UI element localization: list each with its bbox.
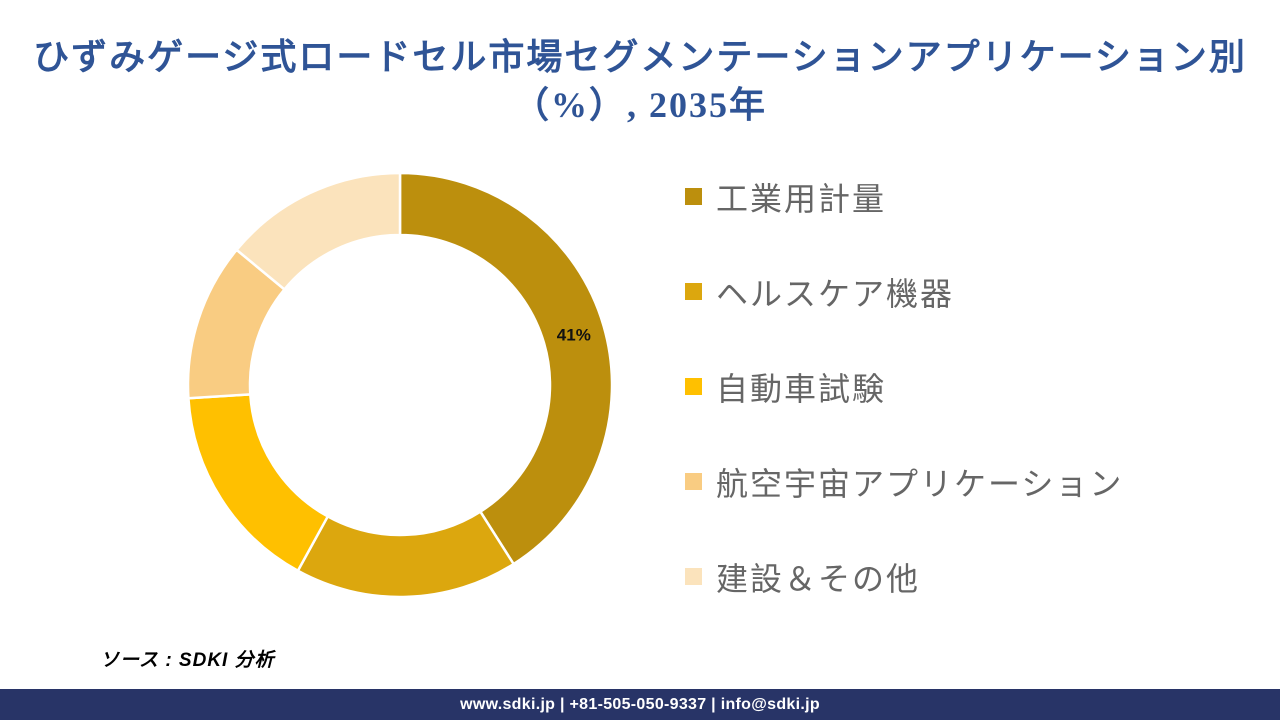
legend-item-2: ヘルスケア機器 bbox=[685, 244, 1245, 339]
legend-item-4: 航空宇宙アプリケーション bbox=[685, 434, 1245, 529]
legend-item-5: 建設＆その他 bbox=[685, 529, 1245, 624]
donut-data-label: 41% bbox=[557, 325, 591, 344]
chart-title-line1: ひずみゲージ式ロードセル市場セグメンテーションアプリケーション別 bbox=[33, 37, 1247, 77]
legend-item-1: 工業用計量 bbox=[685, 149, 1245, 244]
legend-label: 工業用計量 bbox=[716, 180, 887, 217]
footer-contact-text: www.sdki.jp | +81-505-050-9337 | info@sd… bbox=[460, 695, 820, 713]
legend-item-3: 自動車試験 bbox=[685, 339, 1245, 434]
donut-chart: 41% bbox=[186, 171, 614, 599]
donut-segment-1 bbox=[398, 171, 614, 566]
legend-swatch-icon bbox=[685, 473, 702, 490]
donut-segment-2 bbox=[296, 510, 515, 599]
source-note: ソース : SDKI 分析 bbox=[100, 650, 275, 671]
footer-bar: www.sdki.jp | +81-505-050-9337 | info@sd… bbox=[0, 689, 1280, 720]
legend-swatch-icon bbox=[685, 378, 702, 395]
legend-swatch-icon bbox=[685, 568, 702, 585]
legend-label: 自動車試験 bbox=[716, 370, 887, 407]
donut-segment-3 bbox=[187, 393, 329, 573]
chart-area: 41% bbox=[180, 165, 620, 605]
legend-label: ヘルスケア機器 bbox=[716, 275, 955, 312]
legend-swatch-icon bbox=[685, 188, 702, 205]
chart-title-line2: （%）, 2035年 bbox=[512, 84, 767, 125]
legend-swatch-icon bbox=[685, 283, 702, 300]
legend-label: 航空宇宙アプリケーション bbox=[716, 465, 1124, 502]
donut-segment-5 bbox=[235, 171, 402, 291]
legend-label: 建設＆その他 bbox=[716, 560, 921, 597]
chart-title: ひずみゲージ式ロードセル市場セグメンテーションアプリケーション別 （%）, 20… bbox=[20, 34, 1260, 129]
legend: 工業用計量ヘルスケア機器 自動車試験航空宇宙アプリケーション 建設＆その他 bbox=[685, 149, 1245, 624]
